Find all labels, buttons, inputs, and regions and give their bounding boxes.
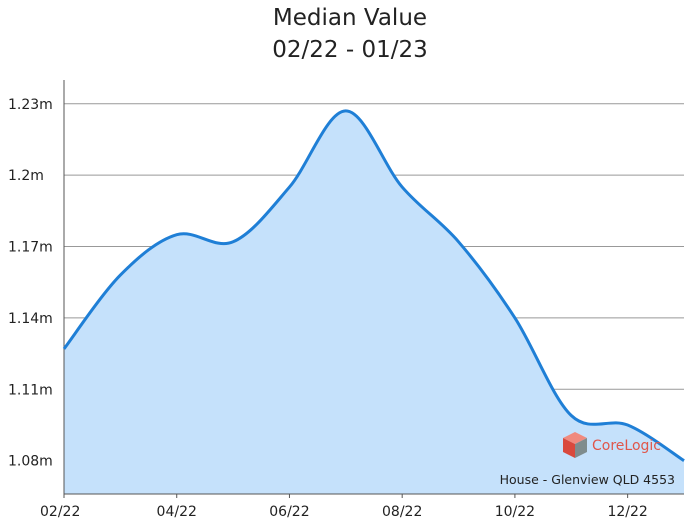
y-tick-label: 1.11m (8, 382, 53, 398)
series-line (62, 109, 685, 462)
x-tick-label: 02/22 (40, 504, 80, 520)
y-tick-label: 1.2m (8, 168, 44, 184)
x-tick-label: 08/22 (382, 504, 422, 520)
chart-title: Median Value (272, 5, 428, 31)
corelogic-logo: CoreLogic (563, 432, 661, 458)
y-tick-label: 1.14m (8, 311, 53, 327)
x-axis (63, 80, 684, 498)
y-tick-label: 1.17m (8, 240, 53, 256)
y-tick-label: 1.23m (8, 97, 53, 113)
chart-caption: House - Glenview QLD 4553 (500, 472, 675, 487)
x-tick-label: 12/22 (607, 504, 647, 520)
chart-title-block: Median Value 02/22 - 01/23 (0, 2, 700, 66)
x-tick-label: 04/22 (157, 504, 197, 520)
chart-subtitle: 02/22 - 01/23 (272, 37, 428, 63)
x-axis-tick-labels: 02/22 04/22 06/22 08/22 10/22 12/22 (40, 504, 648, 520)
x-tick-label: 10/22 (495, 504, 535, 520)
y-axis-tick-labels: 1.08m 1.11m 1.14m 1.17m 1.2m 1.23m (8, 97, 53, 470)
corelogic-cube-icon (563, 432, 587, 458)
y-tick-label: 1.08m (8, 454, 53, 470)
series-area-fill (64, 110, 684, 494)
x-tick-label: 06/22 (269, 504, 309, 520)
brand-text: CoreLogic (592, 438, 661, 454)
